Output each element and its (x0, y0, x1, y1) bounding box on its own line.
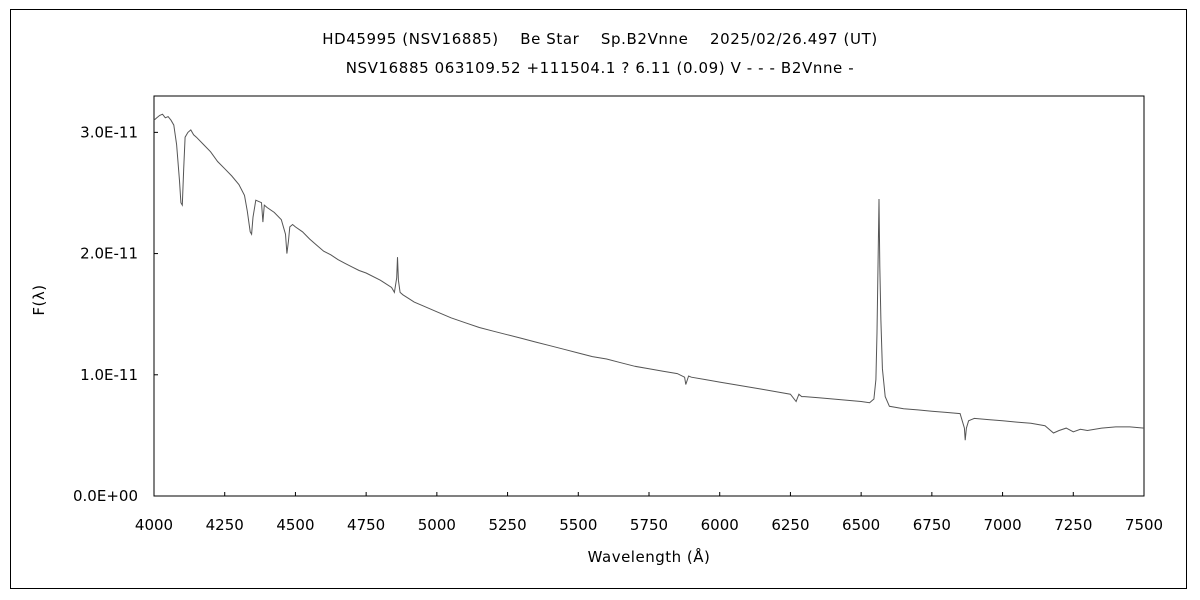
y-tick-label: 3.0E-11 (80, 123, 138, 141)
x-tick-label: 5250 (488, 516, 526, 534)
x-tick-label: 5000 (418, 516, 456, 534)
x-tick-label: 5500 (559, 516, 597, 534)
x-tick-label: 6750 (913, 516, 951, 534)
x-tick-label: 5750 (630, 516, 668, 534)
y-tick-label: 0.0E+00 (73, 487, 138, 505)
x-tick-label: 6250 (771, 516, 809, 534)
x-axis: 4000 4250 4500 4750 5000 5250 5500 5750 6000 6250… (135, 492, 1163, 534)
x-axis-label: Wavelength (Å) (588, 547, 711, 566)
x-tick-label: 6500 (842, 516, 880, 534)
x-tick-label: 7500 (1125, 516, 1163, 534)
x-tick-label: 7250 (1054, 516, 1092, 534)
x-tick-label: 7000 (983, 516, 1021, 534)
y-axis-label: F(λ) (30, 284, 48, 315)
y-axis: 0.0E+00 1.0E-11 2.0E-11 3.0E-11 (73, 123, 158, 505)
plot-area (153, 95, 1145, 497)
x-tick-label: 4000 (135, 516, 173, 534)
x-tick-label: 4500 (276, 516, 314, 534)
y-tick-label: 1.0E-11 (80, 366, 138, 384)
x-tick-label: 6000 (701, 516, 739, 534)
x-tick-label: 4750 (347, 516, 385, 534)
x-tick-label: 4250 (206, 516, 244, 534)
chart-subtitle: NSV16885 063109.52 +111504.1 ? 6.11 (0.0… (345, 59, 855, 77)
spectrum-line (153, 113, 1145, 441)
chart-title: HD45995 (NSV16885) Be Star Sp.B2Vnne 202… (322, 30, 878, 48)
y-tick-label: 2.0E-11 (80, 245, 138, 263)
